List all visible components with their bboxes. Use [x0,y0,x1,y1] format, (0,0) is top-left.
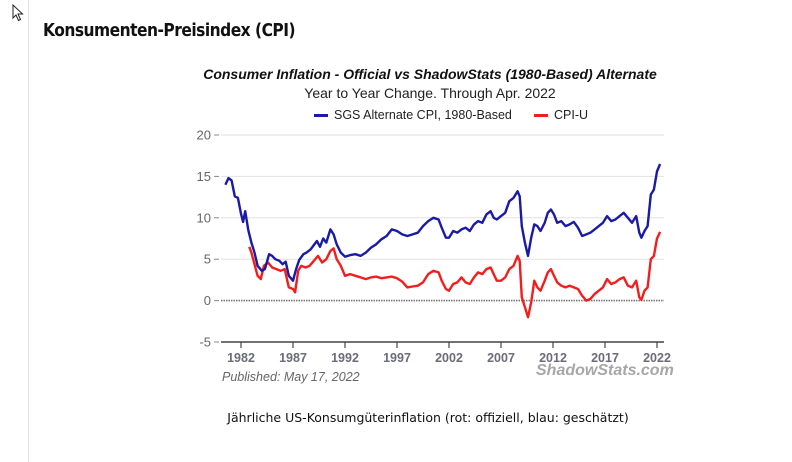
y-tick-label: 0 [204,293,211,308]
x-tick-label: 2017 [591,351,619,365]
cpi-chart: Consumer Inflation - Official vs ShadowS… [180,60,680,390]
y-tick-label: 15 [197,169,211,184]
chart-title: Consumer Inflation - Official vs ShadowS… [203,66,657,82]
legend-label-cpi-u: CPI-U [554,108,589,122]
published-date: Published: May 17, 2022 [222,370,360,384]
x-tick-label: 2002 [435,351,463,365]
chart-subtitle: Year to Year Change. Through Apr. 2022 [304,85,556,101]
page-title: Konsumenten-Preisindex (CPI) [43,20,296,41]
y-tick-label: 10 [197,210,211,225]
watermark: ShadowStats.com [536,362,674,379]
legend-swatch-cpi-u [534,113,548,117]
y-tick-label: -5 [199,335,211,350]
x-tick-label: 1982 [227,351,255,365]
x-tick-label: 2022 [643,351,671,365]
mouse-cursor-icon [12,4,24,22]
y-tick-label: 5 [204,252,211,267]
x-tick-label: 2007 [487,351,515,365]
x-tick-label: 1997 [383,351,411,365]
series-line-cpi-u [248,231,662,319]
legend-item-sgs: SGS Alternate CPI, 1980-Based [314,108,512,122]
plot-area: -5 0 5 10 15 20 1982 1987 1992 1997 2002 2007 2012 20… [197,128,671,366]
y-tick-label: 20 [197,128,211,143]
x-tick-label: 2012 [539,351,567,365]
legend-item-cpi-u: CPI-U [534,108,588,122]
series-line-sgs [224,163,662,282]
x-tick-label: 1987 [279,351,307,365]
legend-label-sgs: SGS Alternate CPI, 1980-Based [334,108,512,122]
x-tick-label: 1992 [331,351,359,365]
figure-caption: Jährliche US-Konsumgüterinflation (rot: … [227,410,629,425]
legend-swatch-sgs [314,113,328,117]
sidebar-divider [28,0,29,462]
